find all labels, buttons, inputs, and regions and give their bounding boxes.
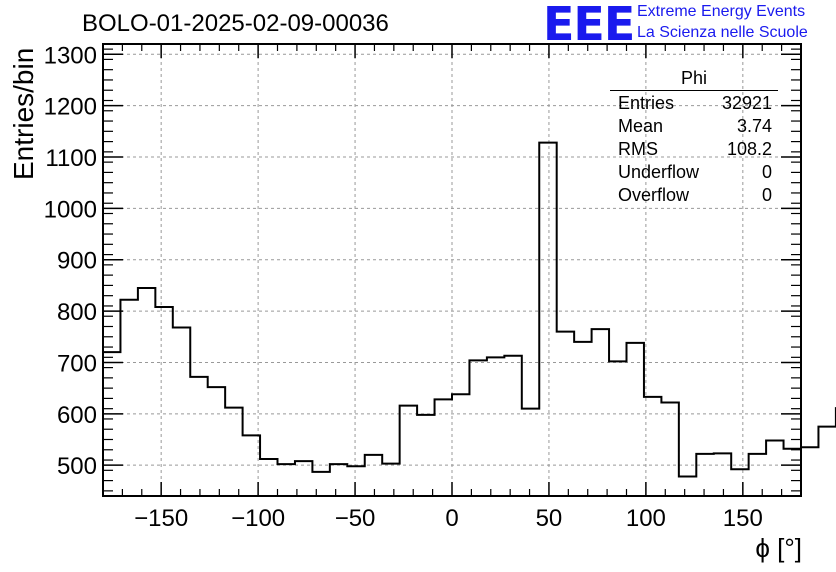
stats-value: 0 xyxy=(761,162,772,182)
stats-label: Mean xyxy=(618,116,664,136)
y-tick-label: 1300 xyxy=(44,42,97,69)
stats-label: Entries xyxy=(618,93,675,113)
y-tick-label: 700 xyxy=(57,350,97,377)
x-tick-label: 100 xyxy=(626,505,666,532)
stats-value: 0 xyxy=(761,185,772,205)
x-axis-label: ϕ [°] xyxy=(755,533,802,563)
stats-title: Phi xyxy=(610,68,778,91)
y-tick-label: 1200 xyxy=(44,94,97,121)
histogram-line xyxy=(103,141,836,478)
stats-value: 32921 xyxy=(721,93,772,113)
stats-value: 3.74 xyxy=(736,116,772,136)
logo-line-2: La Scienza nelle Scuole xyxy=(637,24,808,41)
eee-logo-mark: EEE xyxy=(543,0,635,51)
y-tick-label: 800 xyxy=(57,299,97,326)
y-tick-label: 1000 xyxy=(44,196,97,223)
stats-row-rms: RMS 108.2 xyxy=(610,138,778,161)
y-tick-label: 1100 xyxy=(45,145,97,172)
x-tick-label: 0 xyxy=(445,505,458,532)
stats-label: Underflow xyxy=(618,162,700,182)
stats-rows: Entries 32921 Mean 3.74 RMS 108.2 Underflow 0 Ov… xyxy=(610,92,778,207)
x-tick-label: 50 xyxy=(536,505,563,532)
stats-label: RMS xyxy=(618,139,658,159)
stats-row-underflow: Underflow 0 xyxy=(610,161,778,184)
y-axis-label: Entries/bin xyxy=(8,47,39,180)
tick-labels: −150 −100 −50 0 50 100 150 500 600 700 800 900 1000 1… xyxy=(44,42,763,532)
axis-ticks xyxy=(102,44,802,496)
y-tick-label: 900 xyxy=(57,248,97,275)
stats-row-mean: Mean 3.74 xyxy=(610,115,778,138)
stats-box: Phi Entries 32921 Mean 3.74 RMS 108.2 Underflo… xyxy=(610,68,778,207)
stats-value: 108.2 xyxy=(726,139,772,159)
y-tick-label: 500 xyxy=(57,453,97,480)
y-tick-label: 600 xyxy=(57,402,97,429)
plot-frame xyxy=(102,43,802,497)
chart-title: BOLO-01-2025-02-09-00036 xyxy=(82,10,389,37)
x-tick-label: −150 xyxy=(134,505,188,532)
x-tick-label: −100 xyxy=(231,505,285,532)
logo-line-1: Extreme Energy Events xyxy=(637,3,806,20)
stats-label: Overflow xyxy=(618,185,690,205)
grid-lines xyxy=(103,44,801,496)
stats-row-overflow: Overflow 0 xyxy=(610,184,778,207)
stats-row-entries: Entries 32921 xyxy=(610,92,778,115)
x-tick-label: 150 xyxy=(723,505,763,532)
x-tick-label: −50 xyxy=(335,505,376,532)
